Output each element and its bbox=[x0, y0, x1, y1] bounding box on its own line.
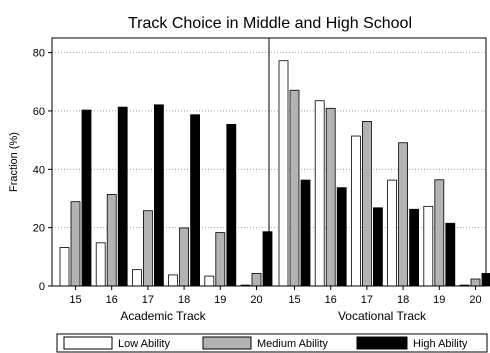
bar bbox=[361, 121, 372, 287]
bar bbox=[325, 107, 336, 287]
bar bbox=[81, 109, 92, 287]
bar bbox=[278, 60, 289, 287]
bar bbox=[262, 231, 273, 287]
legend-swatch bbox=[63, 336, 113, 350]
bar bbox=[445, 222, 456, 287]
bar bbox=[70, 201, 81, 287]
chart-title: Track Choice in Middle and High School bbox=[128, 15, 412, 32]
bar bbox=[336, 187, 347, 287]
legend-swatch bbox=[356, 336, 408, 350]
bar bbox=[131, 269, 142, 287]
x-tick-label: 19 bbox=[433, 294, 445, 306]
legend-swatch bbox=[202, 336, 252, 350]
bar bbox=[106, 193, 117, 287]
y-tick-label: 80 bbox=[33, 48, 45, 60]
bar bbox=[117, 106, 128, 287]
bar bbox=[434, 179, 445, 287]
bar bbox=[289, 89, 300, 287]
legend-label: Low Ability bbox=[118, 338, 170, 350]
x-tick-label: 17 bbox=[142, 294, 154, 306]
y-tick-label: 40 bbox=[33, 164, 45, 176]
bar bbox=[251, 273, 262, 287]
bar bbox=[350, 135, 361, 287]
x-tick-label: 16 bbox=[106, 294, 118, 306]
x-axis: 15 16 17 18 19 20 15 16 17 18 19 20 bbox=[69, 286, 482, 306]
bars bbox=[59, 60, 490, 287]
bar bbox=[190, 114, 201, 287]
bar bbox=[314, 100, 325, 287]
legend-label: High Ability bbox=[413, 338, 468, 350]
bar bbox=[179, 227, 190, 287]
group-label-academic: Academic Track bbox=[120, 309, 206, 323]
bar bbox=[423, 205, 434, 287]
bar bbox=[372, 207, 383, 287]
legend: Low Ability Medium Ability High Ability bbox=[56, 333, 488, 353]
y-tick-label: 20 bbox=[33, 223, 45, 235]
x-tick-label: 17 bbox=[361, 294, 373, 306]
x-tick-label: 20 bbox=[469, 294, 481, 306]
y-tick-label: 60 bbox=[33, 106, 45, 118]
bar bbox=[142, 210, 153, 287]
x-tick-label: 18 bbox=[178, 294, 190, 306]
x-tick-label: 20 bbox=[250, 294, 262, 306]
bar bbox=[153, 104, 164, 287]
x-tick-label: 15 bbox=[69, 294, 81, 306]
legend-label: Medium Ability bbox=[257, 338, 328, 350]
x-tick-label: 15 bbox=[288, 294, 300, 306]
bar bbox=[168, 274, 179, 287]
x-tick-label: 19 bbox=[214, 294, 226, 306]
bar bbox=[387, 179, 398, 287]
bar bbox=[300, 179, 311, 287]
bar bbox=[59, 247, 70, 287]
bar bbox=[215, 232, 226, 287]
x-tick-label: 18 bbox=[397, 294, 409, 306]
x-tick-label: 16 bbox=[325, 294, 337, 306]
bar bbox=[398, 142, 409, 287]
bar bbox=[409, 208, 420, 287]
bar bbox=[95, 242, 106, 287]
group-label-vocational: Vocational Track bbox=[338, 309, 427, 323]
y-tick-label: 0 bbox=[39, 281, 45, 293]
y-axis: 0 20 40 60 80 bbox=[33, 48, 52, 293]
bar bbox=[204, 275, 215, 287]
y-axis-label: Fraction (%) bbox=[8, 132, 20, 192]
bar bbox=[226, 123, 237, 287]
bar bbox=[470, 278, 481, 287]
